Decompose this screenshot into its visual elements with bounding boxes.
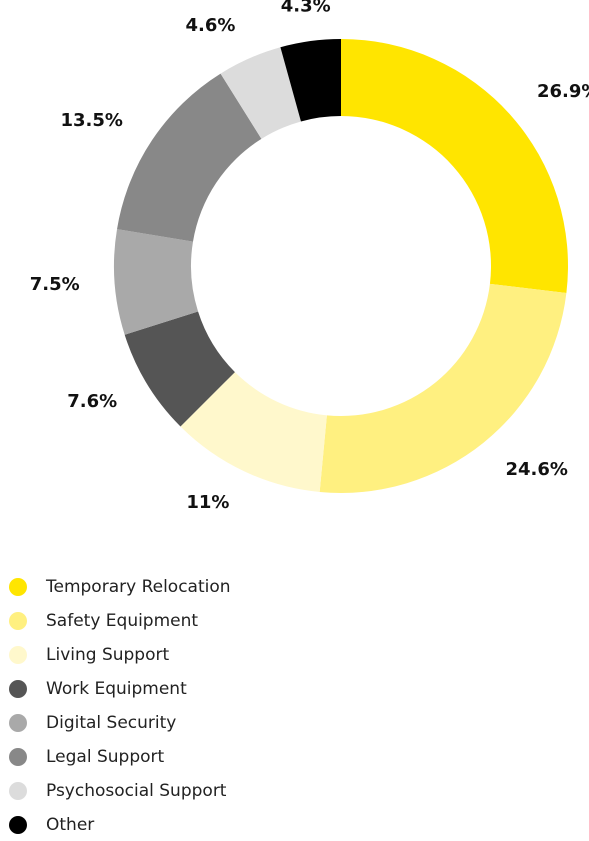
legend-label: Other <box>46 815 94 835</box>
legend-label: Digital Security <box>46 713 176 733</box>
legend-swatch <box>9 680 27 698</box>
value-label: 26.9% <box>537 81 589 102</box>
legend-label: Legal Support <box>46 747 165 767</box>
legend-label: Work Equipment <box>46 679 187 699</box>
value-label: 4.3% <box>281 0 331 16</box>
donut-segment <box>341 39 568 294</box>
legend-swatch <box>9 646 27 664</box>
legend-swatch <box>9 816 27 834</box>
legend-swatch <box>9 748 27 766</box>
legend-label: Living Support <box>46 645 169 665</box>
legend-label: Temporary Relocation <box>45 577 231 597</box>
donut-segment <box>220 47 301 139</box>
donut-segment <box>117 73 262 242</box>
legend-swatch <box>9 612 27 630</box>
donut-segment <box>180 372 327 492</box>
value-label: 13.5% <box>60 110 122 131</box>
value-label: 4.6% <box>186 15 236 36</box>
value-label: 11% <box>186 492 229 513</box>
donut-segment <box>114 229 199 335</box>
donut-segment <box>319 283 567 493</box>
legend-swatch <box>9 782 27 800</box>
legend-swatch <box>9 714 27 732</box>
donut-segment <box>280 39 341 122</box>
legend-label: Psychosocial Support <box>46 781 227 801</box>
value-label: 7.5% <box>30 274 80 295</box>
legend-label: Safety Equipment <box>46 611 198 631</box>
donut-segment <box>124 311 235 427</box>
legend-swatch <box>9 578 27 596</box>
value-label: 24.6% <box>505 459 567 480</box>
value-label: 7.6% <box>67 391 117 412</box>
